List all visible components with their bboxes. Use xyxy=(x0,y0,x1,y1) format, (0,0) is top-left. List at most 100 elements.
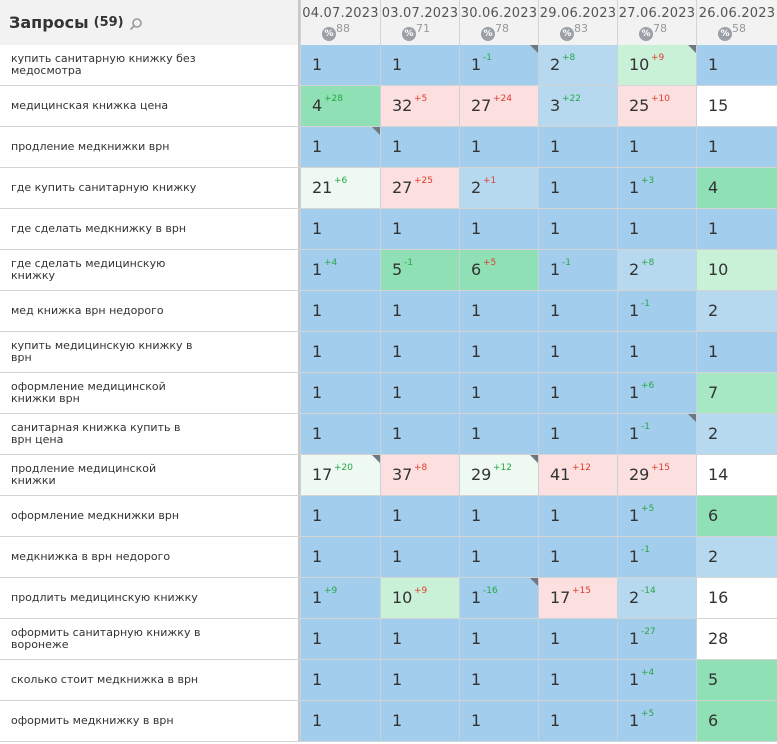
position-cell[interactable]: 27 +24 xyxy=(459,86,538,126)
position-cell[interactable]: 1 xyxy=(300,537,380,577)
position-cell[interactable]: 1 +4 xyxy=(617,660,696,700)
position-cell[interactable]: 4 +28 xyxy=(300,86,380,126)
position-cell[interactable]: 1 xyxy=(459,127,538,167)
position-cell[interactable]: 10 +9 xyxy=(617,45,696,85)
position-cell[interactable]: 1 xyxy=(538,660,617,700)
position-cell[interactable]: 14 xyxy=(696,455,777,495)
position-cell[interactable]: 1 xyxy=(696,45,777,85)
search-icon[interactable] xyxy=(129,16,143,30)
position-cell[interactable]: 1 -1 xyxy=(617,414,696,454)
position-cell[interactable]: 3 +22 xyxy=(538,86,617,126)
position-cell[interactable]: 2 xyxy=(696,537,777,577)
query-cell[interactable]: где сделать медкнижку в врн xyxy=(0,209,300,249)
position-cell[interactable]: 5 -1 xyxy=(380,250,459,290)
position-cell[interactable]: 21 +6 xyxy=(300,168,380,208)
position-cell[interactable]: 1 xyxy=(617,209,696,249)
date-column-header[interactable]: 26.06.2023% 58 xyxy=(696,0,777,45)
position-cell[interactable]: 1 xyxy=(380,45,459,85)
position-cell[interactable]: 1 xyxy=(300,209,380,249)
position-cell[interactable]: 1 xyxy=(300,291,380,331)
position-cell[interactable]: 6 xyxy=(696,496,777,536)
position-cell[interactable]: 4 xyxy=(696,168,777,208)
position-cell[interactable]: 29 +15 xyxy=(617,455,696,495)
query-cell[interactable]: оформить санитарную книжку в воронеже xyxy=(0,619,300,659)
query-cell[interactable]: купить медицинскую книжку в врн xyxy=(0,332,300,372)
position-cell[interactable]: 1 xyxy=(459,660,538,700)
position-cell[interactable]: 1 xyxy=(300,127,380,167)
position-cell[interactable]: 1 xyxy=(538,414,617,454)
position-cell[interactable]: 2 -14 xyxy=(617,578,696,618)
query-cell[interactable]: мед книжка врн недорого xyxy=(0,291,300,331)
position-cell[interactable]: 1 -16 xyxy=(459,578,538,618)
position-cell[interactable]: 1 xyxy=(380,619,459,659)
position-cell[interactable]: 2 +1 xyxy=(459,168,538,208)
position-cell[interactable]: 1 xyxy=(380,537,459,577)
position-cell[interactable]: 1 +6 xyxy=(617,373,696,413)
position-cell[interactable]: 1 xyxy=(538,332,617,372)
position-cell[interactable]: 1 xyxy=(459,619,538,659)
position-cell[interactable]: 2 xyxy=(696,414,777,454)
query-cell[interactable]: оформление медкнижки врн xyxy=(0,496,300,536)
position-cell[interactable]: 1 -1 xyxy=(617,291,696,331)
query-cell[interactable]: продление медицинской книжки xyxy=(0,455,300,495)
query-cell[interactable]: продление медкнижки врн xyxy=(0,127,300,167)
query-cell[interactable]: где сделать медицинскую книжку xyxy=(0,250,300,290)
position-cell[interactable]: 1 -1 xyxy=(617,537,696,577)
position-cell[interactable]: 1 xyxy=(459,332,538,372)
position-cell[interactable]: 1 xyxy=(300,701,380,741)
query-cell[interactable]: медкнижка в врн недорого xyxy=(0,537,300,577)
position-cell[interactable]: 1 xyxy=(538,168,617,208)
position-cell[interactable]: 1 +9 xyxy=(300,578,380,618)
position-cell[interactable]: 1 xyxy=(538,701,617,741)
position-cell[interactable]: 1 xyxy=(300,660,380,700)
position-cell[interactable]: 1 -1 xyxy=(459,45,538,85)
query-cell[interactable]: оформление медицинской книжки врн xyxy=(0,373,300,413)
position-cell[interactable]: 1 xyxy=(300,414,380,454)
position-cell[interactable]: 7 xyxy=(696,373,777,413)
position-cell[interactable]: 6 +5 xyxy=(459,250,538,290)
position-cell[interactable]: 1 +3 xyxy=(617,168,696,208)
position-cell[interactable]: 1 xyxy=(380,291,459,331)
position-cell[interactable]: 1 -27 xyxy=(617,619,696,659)
position-cell[interactable]: 10 xyxy=(696,250,777,290)
position-cell[interactable]: 5 xyxy=(696,660,777,700)
position-cell[interactable]: 27 +25 xyxy=(380,168,459,208)
position-cell[interactable]: 1 xyxy=(459,373,538,413)
query-cell[interactable]: медицинская книжка цена xyxy=(0,86,300,126)
position-cell[interactable]: 41 +12 xyxy=(538,455,617,495)
date-column-header[interactable]: 03.07.2023% 71 xyxy=(380,0,459,45)
position-cell[interactable]: 28 xyxy=(696,619,777,659)
position-cell[interactable]: 17 +15 xyxy=(538,578,617,618)
date-column-header[interactable]: 04.07.2023% 88 xyxy=(300,0,380,45)
position-cell[interactable]: 1 xyxy=(380,496,459,536)
query-cell[interactable]: где купить санитарную книжку xyxy=(0,168,300,208)
position-cell[interactable]: 1 xyxy=(459,701,538,741)
position-cell[interactable]: 17 +20 xyxy=(300,455,380,495)
position-cell[interactable]: 1 xyxy=(617,127,696,167)
position-cell[interactable]: 1 xyxy=(617,332,696,372)
position-cell[interactable]: 25 +10 xyxy=(617,86,696,126)
date-column-header[interactable]: 27.06.2023% 78 xyxy=(617,0,696,45)
position-cell[interactable]: 1 xyxy=(380,660,459,700)
query-cell[interactable]: оформить медкнижку в врн xyxy=(0,701,300,741)
position-cell[interactable]: 1 xyxy=(538,291,617,331)
position-cell[interactable]: 6 xyxy=(696,701,777,741)
position-cell[interactable]: 1 xyxy=(380,701,459,741)
position-cell[interactable]: 15 xyxy=(696,86,777,126)
position-cell[interactable]: 32 +5 xyxy=(380,86,459,126)
position-cell[interactable]: 1 xyxy=(300,619,380,659)
position-cell[interactable]: 2 +8 xyxy=(617,250,696,290)
position-cell[interactable]: 1 xyxy=(696,332,777,372)
position-cell[interactable]: 1 +5 xyxy=(617,496,696,536)
position-cell[interactable]: 10 +9 xyxy=(380,578,459,618)
position-cell[interactable]: 1 xyxy=(538,209,617,249)
position-cell[interactable]: 1 xyxy=(459,414,538,454)
position-cell[interactable]: 1 xyxy=(459,496,538,536)
query-cell[interactable]: сколько стоит медкнижка в врн xyxy=(0,660,300,700)
position-cell[interactable]: 1 xyxy=(538,496,617,536)
position-cell[interactable]: 1 xyxy=(300,45,380,85)
date-column-header[interactable]: 29.06.2023% 83 xyxy=(538,0,617,45)
position-cell[interactable]: 1 xyxy=(380,127,459,167)
position-cell[interactable]: 1 xyxy=(538,537,617,577)
position-cell[interactable]: 37 +8 xyxy=(380,455,459,495)
